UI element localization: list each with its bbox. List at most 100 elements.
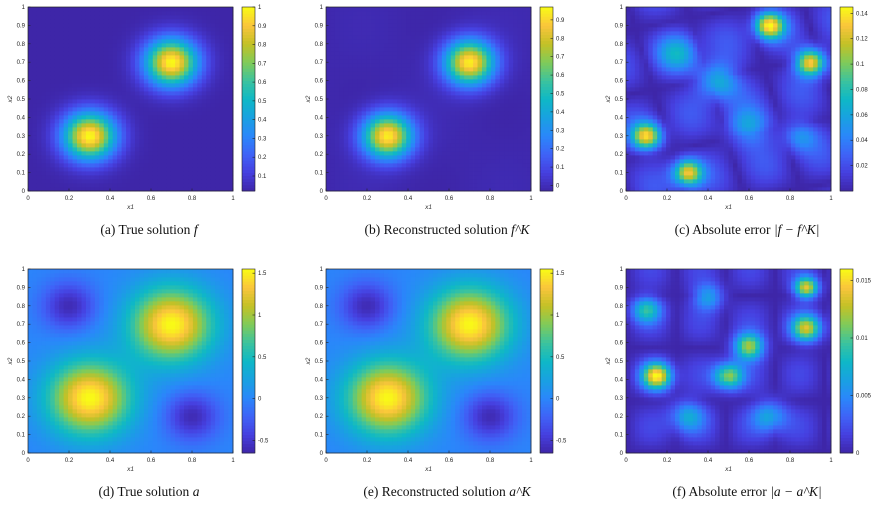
heatmap-cell bbox=[661, 171, 667, 176]
heatmap-cell bbox=[468, 139, 474, 144]
heatmap-cell bbox=[81, 71, 87, 76]
heatmap-cell bbox=[464, 39, 470, 44]
heatmap-cell bbox=[192, 91, 198, 96]
heatmap-cell bbox=[375, 143, 380, 148]
heatmap-cell bbox=[481, 123, 487, 128]
heatmap-cell bbox=[513, 111, 519, 116]
heatmap-cell bbox=[366, 183, 371, 188]
heatmap-cell bbox=[379, 11, 385, 16]
heatmap-cell bbox=[643, 183, 649, 188]
heatmap-cell bbox=[490, 67, 496, 72]
heatmap-cell bbox=[357, 155, 363, 160]
heatmap-cell bbox=[424, 67, 429, 72]
heatmap-cell bbox=[499, 131, 505, 136]
heatmap-cell bbox=[526, 115, 532, 120]
colorbar-segment bbox=[540, 71, 553, 75]
heatmap-cell bbox=[112, 19, 118, 24]
heatmap-cell bbox=[441, 159, 447, 164]
heatmap-cell bbox=[179, 79, 185, 84]
heatmap-cell bbox=[85, 155, 91, 160]
heatmap-cell bbox=[357, 187, 363, 192]
heatmap-cell bbox=[517, 111, 523, 116]
heatmap-cell bbox=[148, 91, 154, 96]
heatmap-cell bbox=[201, 183, 207, 188]
heatmap-cell bbox=[410, 11, 416, 16]
heatmap-cell bbox=[201, 91, 207, 96]
heatmap-cell bbox=[477, 39, 483, 44]
heatmap-cell bbox=[477, 187, 483, 192]
heatmap-cell bbox=[481, 31, 487, 36]
heatmap-cell bbox=[183, 95, 189, 100]
heatmap-cell bbox=[50, 163, 56, 168]
heatmap-cell bbox=[348, 11, 354, 16]
heatmap-cell bbox=[513, 59, 519, 64]
heatmap-cell bbox=[490, 7, 496, 12]
heatmap-cell bbox=[201, 163, 207, 168]
heatmap-cell bbox=[183, 179, 189, 184]
heatmap-cell bbox=[401, 31, 407, 36]
heatmap-cell bbox=[32, 75, 38, 80]
heatmap-cell bbox=[657, 107, 663, 112]
heatmap-cell bbox=[450, 15, 456, 20]
heatmap-cell bbox=[85, 91, 91, 96]
heatmap-cell bbox=[459, 123, 465, 128]
heatmap-cell bbox=[219, 71, 225, 76]
heatmap-cell bbox=[477, 51, 483, 56]
heatmap-cell bbox=[504, 175, 510, 180]
heatmap-cell bbox=[670, 35, 676, 40]
heatmap-cell bbox=[77, 59, 82, 64]
heatmap-cell bbox=[652, 171, 658, 176]
heatmap-cell bbox=[175, 75, 180, 80]
heatmap-cell bbox=[490, 47, 496, 52]
heatmap-cell bbox=[68, 95, 73, 100]
heatmap-cell bbox=[28, 183, 33, 188]
y-tick-label: 0.2 bbox=[315, 152, 324, 158]
heatmap-cell bbox=[366, 167, 371, 172]
heatmap-cell bbox=[157, 167, 163, 172]
heatmap-cell bbox=[383, 103, 389, 108]
heatmap-cell bbox=[50, 143, 56, 148]
heatmap-cell bbox=[401, 99, 407, 104]
heatmap-cell bbox=[397, 23, 403, 28]
heatmap-cell bbox=[661, 183, 667, 188]
heatmap-cell bbox=[206, 75, 212, 80]
heatmap-cell bbox=[343, 43, 349, 48]
heatmap-cell bbox=[468, 187, 474, 192]
heatmap-cell bbox=[675, 175, 680, 180]
heatmap-cell bbox=[121, 167, 127, 172]
colorbar-segment bbox=[540, 126, 553, 131]
heatmap-cell bbox=[401, 163, 407, 168]
heatmap-cell bbox=[424, 155, 429, 160]
heatmap-cell bbox=[392, 31, 398, 36]
heatmap-cell bbox=[361, 71, 367, 76]
heatmap-cell bbox=[36, 35, 42, 40]
heatmap-cell bbox=[152, 123, 158, 128]
heatmap-cell bbox=[161, 107, 167, 112]
heatmap-cell bbox=[54, 83, 60, 88]
colorbar-segment bbox=[242, 31, 255, 35]
heatmap-cell bbox=[166, 39, 172, 44]
heatmap-cell bbox=[68, 147, 73, 152]
heatmap-cell bbox=[326, 175, 331, 180]
heatmap-cell bbox=[126, 91, 131, 96]
heatmap-cell bbox=[446, 167, 452, 172]
heatmap-cell bbox=[424, 179, 429, 184]
heatmap-cell bbox=[334, 159, 340, 164]
heatmap-cell bbox=[481, 107, 487, 112]
heatmap-cell bbox=[410, 139, 416, 144]
heatmap-cell bbox=[201, 135, 207, 140]
heatmap-cell bbox=[383, 147, 389, 152]
heatmap-cell bbox=[330, 103, 336, 108]
heatmap-cell bbox=[210, 67, 216, 72]
heatmap-cell bbox=[343, 175, 349, 180]
heatmap-cell bbox=[170, 131, 176, 136]
heatmap-cell bbox=[513, 35, 519, 40]
heatmap-cell bbox=[499, 7, 505, 12]
heatmap-cell bbox=[166, 27, 172, 32]
heatmap-cell bbox=[626, 179, 631, 184]
heatmap-cell bbox=[643, 179, 649, 184]
heatmap-cell bbox=[630, 159, 636, 164]
heatmap-cell bbox=[219, 15, 225, 20]
heatmap-cell bbox=[77, 111, 82, 116]
heatmap-cell bbox=[339, 75, 345, 80]
